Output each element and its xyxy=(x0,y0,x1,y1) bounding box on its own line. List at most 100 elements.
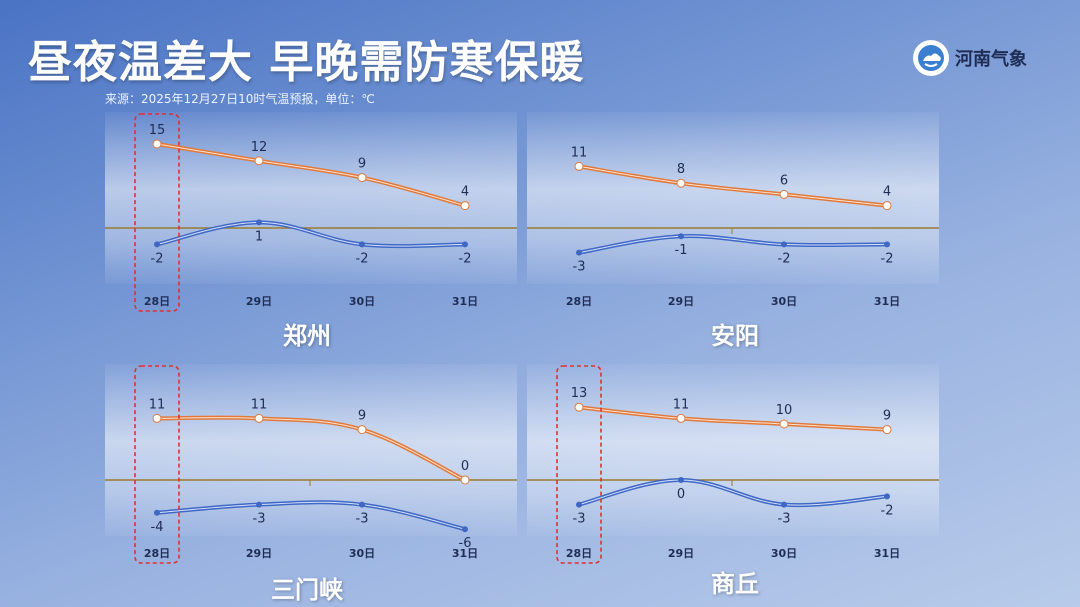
low-temp-point xyxy=(462,526,468,533)
high-temp-label: 9 xyxy=(358,409,366,424)
chart-anyang: 11 8 6 4 -3 -1 -2 -2 28日 29日 30日 31日 xyxy=(527,112,939,308)
low-temp-line-highlight xyxy=(578,235,888,254)
high-temp-point xyxy=(779,189,789,199)
low-temp-point xyxy=(781,241,787,248)
x-tick-label: 29日 xyxy=(246,547,272,560)
low-temp-point xyxy=(884,493,890,500)
x-tick-label: 28日 xyxy=(566,295,592,308)
low-temp-label: -3 xyxy=(573,260,586,275)
x-tick-label: 29日 xyxy=(668,547,694,560)
low-temp-line-highlight xyxy=(578,479,888,506)
low-temp-label: -2 xyxy=(881,503,894,518)
low-temp-label: -2 xyxy=(151,251,164,266)
logo: 河南气象 xyxy=(913,40,1027,76)
x-tick-label: 28日 xyxy=(566,547,592,560)
high-temp-label: 8 xyxy=(677,162,685,177)
low-temp-point xyxy=(256,219,262,226)
low-temp-point xyxy=(781,501,787,508)
x-tick-label: 30日 xyxy=(349,295,375,308)
high-temp-label: 13 xyxy=(571,386,588,401)
city-name-anyang: 安阳 xyxy=(711,322,759,350)
high-temp-point xyxy=(254,156,264,166)
high-temp-label: 11 xyxy=(251,397,268,412)
x-tick-label: 30日 xyxy=(771,547,797,560)
low-temp-line-highlight xyxy=(156,501,466,530)
high-temp-line-highlight xyxy=(156,143,466,207)
low-temp-label: -4 xyxy=(151,520,164,535)
low-temp-label: -2 xyxy=(881,251,894,266)
low-temp-line-highlight xyxy=(156,221,466,247)
plot-background xyxy=(527,112,939,284)
data-source-note: 来源：2025年12月27日10时气温预报，单位：℃ xyxy=(105,92,375,106)
chart-sanmenxia: 11 11 9 0 -4 -3 -3 -6 28日 29日 30日 31日 xyxy=(105,364,517,564)
low-temp-point xyxy=(462,241,468,248)
high-temp-label: 6 xyxy=(780,173,788,188)
x-tick-label: 29日 xyxy=(246,295,272,308)
low-temp-label: 1 xyxy=(255,229,263,244)
x-tick-label: 29日 xyxy=(668,295,694,308)
low-temp-label: -2 xyxy=(459,251,472,266)
low-temp-label: -2 xyxy=(356,251,369,266)
high-temp-label: 4 xyxy=(883,185,891,200)
high-temp-point xyxy=(152,139,162,149)
plot-background xyxy=(105,112,517,284)
city-name-sanmenxia: 三门峡 xyxy=(271,576,343,604)
low-temp-point xyxy=(678,477,684,483)
high-temp-line-highlight xyxy=(578,406,888,431)
high-temp-label: 11 xyxy=(571,145,588,160)
city-name-zhengzhou: 郑州 xyxy=(283,322,331,350)
high-temp-point xyxy=(357,173,367,183)
high-temp-label: 15 xyxy=(149,123,166,138)
high-temp-point xyxy=(460,201,470,211)
high-temp-point xyxy=(882,425,892,435)
city-name-shangqiu: 商丘 xyxy=(711,570,759,598)
chart-zhengzhou: 15 12 9 4 -2 1 -2 -2 28日 29日 30日 31日 xyxy=(105,112,517,312)
low-temp-label: -3 xyxy=(778,512,791,527)
high-temp-point xyxy=(676,413,686,423)
high-temp-label: 12 xyxy=(251,140,268,155)
weather-logo-icon xyxy=(913,40,949,76)
low-temp-point xyxy=(576,249,582,256)
high-temp-label: 9 xyxy=(358,157,366,172)
high-temp-line-highlight xyxy=(578,165,888,207)
x-tick-label: 31日 xyxy=(874,295,900,308)
low-temp-label: -1 xyxy=(675,243,688,258)
high-temp-point xyxy=(152,413,162,423)
x-tick-label: 30日 xyxy=(771,295,797,308)
x-tick-label: 30日 xyxy=(349,547,375,560)
x-tick-label: 31日 xyxy=(874,547,900,560)
chart-panel-sanmenxia: 11 11 9 0 -4 -3 -3 -6 28日 29日 30日 31日 三门峡 xyxy=(105,364,517,604)
logo-text: 河南气象 xyxy=(955,49,1027,70)
low-temp-point xyxy=(359,241,365,248)
highlight-box-shangqiu xyxy=(556,365,602,564)
high-temp-point xyxy=(779,419,789,429)
x-tick-label: 31日 xyxy=(452,547,478,560)
low-temp-point xyxy=(884,241,890,248)
high-temp-point xyxy=(574,161,584,171)
low-temp-label: -3 xyxy=(356,512,369,527)
high-temp-point xyxy=(574,402,584,412)
high-temp-label: 4 xyxy=(461,185,469,200)
high-temp-line-highlight xyxy=(156,417,466,481)
chart-panel-zhengzhou: 15 12 9 4 -2 1 -2 -2 28日 29日 30日 31日 郑州 xyxy=(105,112,517,350)
low-temp-label: -3 xyxy=(573,512,586,527)
low-temp-label: -3 xyxy=(253,512,266,527)
high-temp-label: 0 xyxy=(461,459,469,474)
page-title: 昼夜温差大 早晚需防寒保暖 xyxy=(28,37,585,88)
high-temp-label: 11 xyxy=(673,397,690,412)
chart-panel-shangqiu: 13 11 10 9 -3 0 -3 -2 28日 29日 30日 31日 商丘 xyxy=(527,364,939,598)
high-temp-point xyxy=(882,201,892,211)
low-temp-label: -2 xyxy=(778,251,791,266)
highlight-box-sanmenxia xyxy=(134,365,180,564)
low-temp-label: -6 xyxy=(459,536,472,551)
low-temp-label: 0 xyxy=(677,487,685,502)
highlight-box-zhengzhou xyxy=(134,113,180,312)
plot-background xyxy=(105,364,517,536)
chart-panel-anyang: 11 8 6 4 -3 -1 -2 -2 28日 29日 30日 31日 安阳 xyxy=(527,112,939,350)
high-temp-point xyxy=(254,413,264,423)
low-temp-point xyxy=(154,241,160,248)
low-temp-point xyxy=(576,501,582,508)
low-temp-point xyxy=(678,233,684,240)
high-temp-point xyxy=(357,425,367,435)
high-temp-label: 9 xyxy=(883,409,891,424)
